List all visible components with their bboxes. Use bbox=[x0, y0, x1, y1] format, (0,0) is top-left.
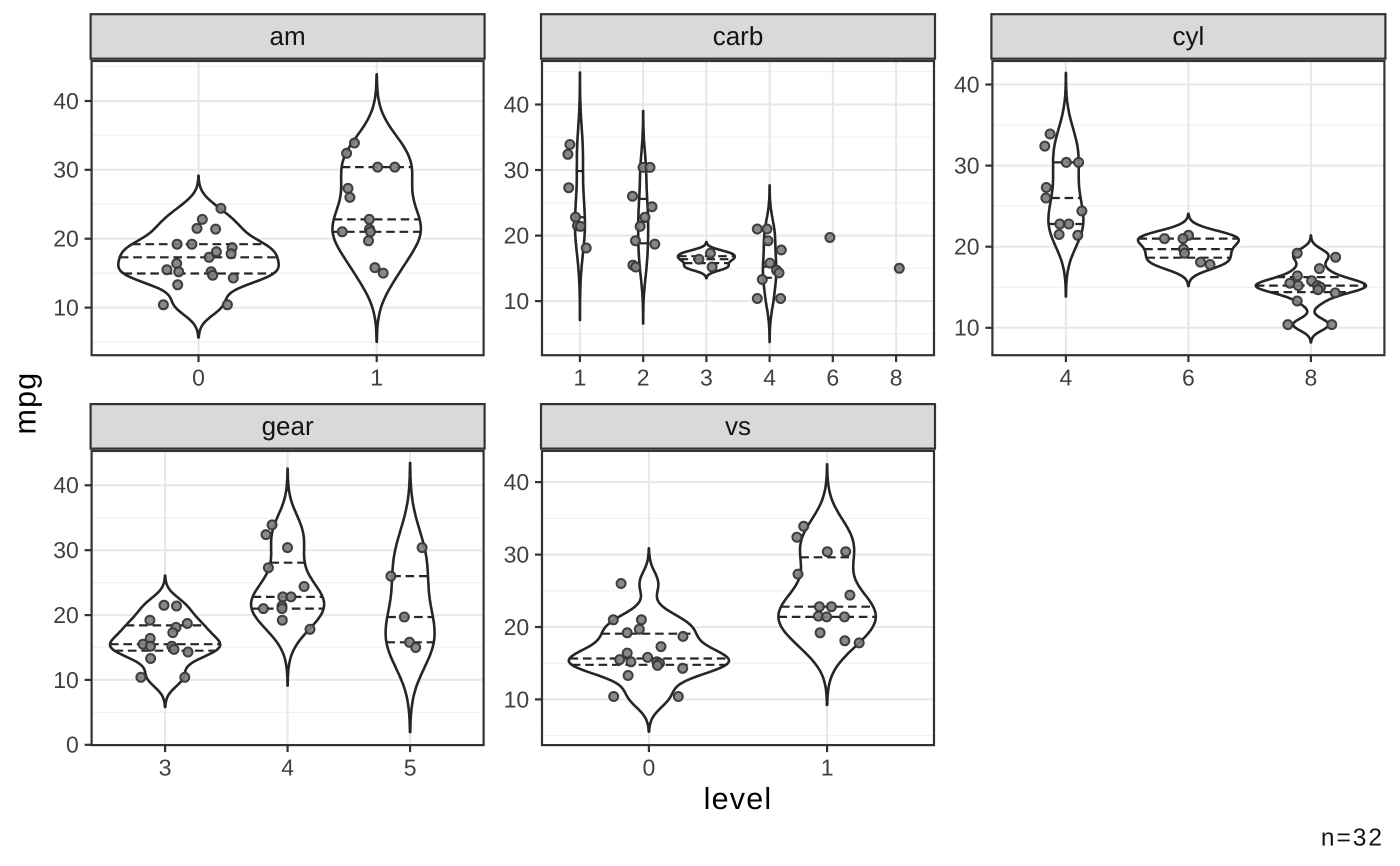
svg-text:carb: carb bbox=[713, 21, 764, 51]
svg-text:1: 1 bbox=[574, 364, 587, 390]
svg-text:gear: gear bbox=[262, 411, 314, 441]
svg-text:40: 40 bbox=[504, 469, 530, 495]
svg-text:30: 30 bbox=[504, 542, 530, 568]
svg-text:30: 30 bbox=[53, 537, 79, 563]
svg-text:30: 30 bbox=[53, 157, 79, 183]
svg-text:4: 4 bbox=[763, 364, 776, 390]
svg-text:n=32: n=32 bbox=[1321, 825, 1384, 852]
svg-text:1: 1 bbox=[821, 754, 834, 780]
svg-text:20: 20 bbox=[504, 223, 530, 249]
svg-text:vs: vs bbox=[725, 411, 751, 441]
svg-text:40: 40 bbox=[954, 71, 980, 97]
svg-text:10: 10 bbox=[53, 667, 79, 693]
svg-text:0: 0 bbox=[643, 754, 656, 780]
svg-text:20: 20 bbox=[504, 614, 530, 640]
svg-text:20: 20 bbox=[954, 234, 980, 260]
svg-text:20: 20 bbox=[53, 226, 79, 252]
svg-text:10: 10 bbox=[504, 288, 530, 314]
svg-text:0: 0 bbox=[66, 732, 79, 758]
svg-text:8: 8 bbox=[890, 364, 903, 390]
svg-text:10: 10 bbox=[504, 686, 530, 712]
svg-text:20: 20 bbox=[53, 602, 79, 628]
svg-text:10: 10 bbox=[53, 295, 79, 321]
svg-text:0: 0 bbox=[192, 364, 205, 390]
svg-text:4: 4 bbox=[281, 754, 294, 780]
svg-text:1: 1 bbox=[370, 364, 383, 390]
svg-text:30: 30 bbox=[504, 157, 530, 183]
svg-text:cyl: cyl bbox=[1173, 21, 1205, 51]
svg-text:2: 2 bbox=[637, 364, 650, 390]
svg-text:6: 6 bbox=[1182, 364, 1195, 390]
svg-text:8: 8 bbox=[1305, 364, 1318, 390]
svg-text:3: 3 bbox=[159, 754, 172, 780]
svg-text:4: 4 bbox=[1060, 364, 1073, 390]
svg-text:level: level bbox=[704, 782, 773, 816]
svg-text:6: 6 bbox=[826, 364, 839, 390]
svg-text:30: 30 bbox=[954, 153, 980, 179]
svg-text:3: 3 bbox=[700, 364, 713, 390]
svg-text:40: 40 bbox=[504, 91, 530, 117]
svg-text:10: 10 bbox=[954, 315, 980, 341]
svg-text:40: 40 bbox=[53, 88, 79, 114]
svg-text:40: 40 bbox=[53, 472, 79, 498]
svg-text:5: 5 bbox=[404, 754, 417, 780]
svg-text:mpg: mpg bbox=[9, 372, 43, 435]
svg-text:am: am bbox=[270, 21, 306, 51]
